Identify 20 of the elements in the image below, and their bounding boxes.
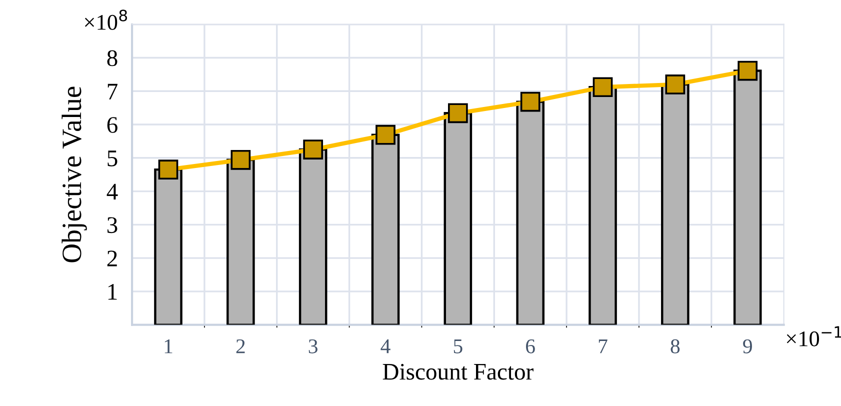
y-axis-title: Objective Value	[62, 86, 87, 262]
y-tick-label: 7	[108, 84, 118, 100]
x-axis-title: Discount Factor	[382, 364, 534, 380]
y-tick-label: 4	[106, 184, 118, 200]
text: ×10$^{8}$	[84, 10, 128, 30]
y-tick-label: 6	[107, 117, 118, 133]
x-tick-label: 1	[164, 339, 172, 354]
x-tick-label: 2	[236, 339, 245, 354]
x-tick-label: 7	[598, 340, 608, 354]
x-tick-label: 9	[743, 339, 752, 354]
y-tick-label: 5	[108, 150, 118, 166]
y-tick-label: 2	[107, 250, 117, 266]
x-tick-label: 8	[670, 339, 680, 354]
x-tick-label: 5	[454, 340, 462, 354]
y-tick-label: 8	[107, 50, 118, 66]
x-tick-label: 6	[526, 339, 535, 354]
y-tick-label: 3	[107, 217, 118, 234]
y-tick-label: 1	[108, 284, 117, 300]
x-tick-label: 4	[380, 339, 390, 354]
x-tick-label: 3	[308, 339, 318, 354]
